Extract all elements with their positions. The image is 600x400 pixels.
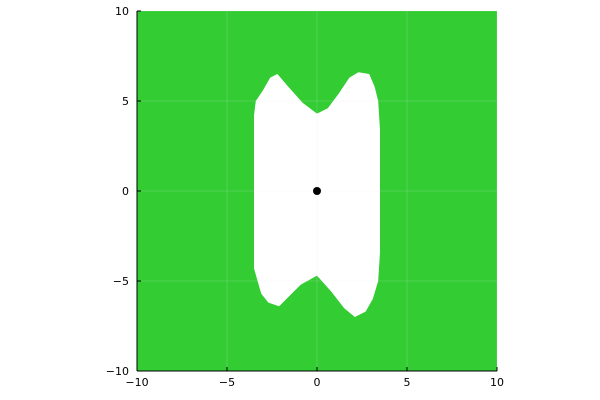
y-ticks: −10 −5 0 5 10: [106, 5, 141, 378]
y-tick-label: 5: [122, 95, 129, 108]
x-tick-label: −5: [219, 376, 235, 389]
x-tick-label: 0: [314, 376, 321, 389]
x-tick-label: −10: [125, 376, 148, 389]
y-axis: −10 −5 0 5 10: [106, 5, 141, 378]
x-ticks: −10 −5 0 5 10: [125, 367, 504, 389]
y-tick-label: −10: [106, 365, 129, 378]
data-point: [313, 187, 321, 195]
x-tick-label: 5: [404, 376, 411, 389]
x-axis: −10 −5 0 5 10: [125, 367, 504, 389]
y-tick-label: 0: [122, 185, 129, 198]
y-tick-label: −5: [113, 275, 129, 288]
plot-area: [136, 10, 498, 372]
y-tick-label: 10: [115, 5, 129, 18]
x-tick-label: 10: [490, 376, 504, 389]
points-layer: [313, 187, 321, 195]
